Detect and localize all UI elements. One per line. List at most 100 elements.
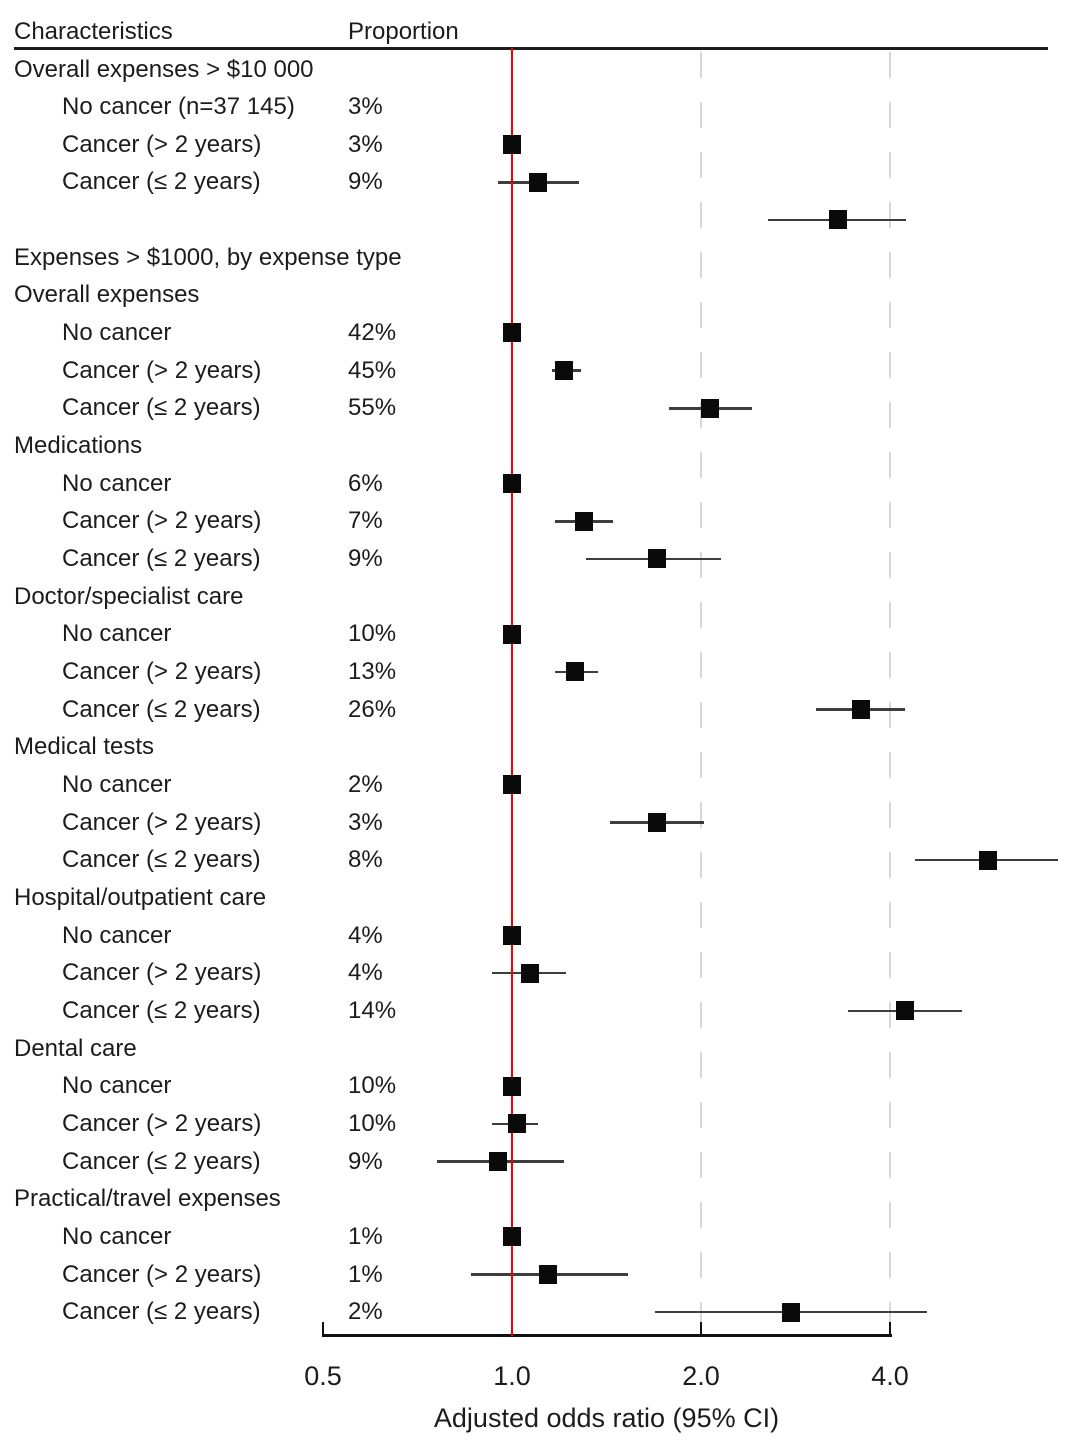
or-marker — [503, 1227, 521, 1247]
or-marker — [554, 361, 573, 381]
or-marker — [829, 210, 848, 230]
row-label: Cancer (≤ 2 years) — [62, 1298, 261, 1326]
table-row: Cancer (≤ 2 years) 26% — [0, 691, 1080, 729]
row-label: Cancer (> 2 years) — [62, 1260, 262, 1288]
table-row: Cancer (≤ 2 years) 2% — [0, 1293, 1080, 1331]
row-proportion: 7% — [348, 507, 383, 535]
table-row: Overall expenses > $10 000 — [0, 51, 1080, 89]
table-row: Cancer (≤ 2 years) 55% — [0, 389, 1080, 427]
table-row: No cancer 10% — [0, 1067, 1080, 1105]
x-axis-tick-label: 0.5 — [304, 1361, 342, 1391]
row-proportion: 3% — [348, 130, 383, 158]
row-label: No cancer — [62, 771, 172, 799]
row-proportion: 4% — [348, 921, 383, 949]
or-marker — [503, 624, 521, 644]
row-label: No cancer — [62, 620, 172, 648]
row-proportion: 42% — [348, 319, 397, 347]
row-label: Hospital/outpatient care — [14, 884, 267, 912]
row-proportion: 3% — [348, 93, 383, 121]
table-row: No cancer 6% — [0, 465, 1080, 503]
table-row: Cancer (> 2 years) 13% — [0, 653, 1080, 691]
row-label: Cancer (≤ 2 years) — [62, 695, 261, 723]
row-proportion: 10% — [348, 1109, 397, 1137]
row-label: Cancer (> 2 years) — [62, 808, 262, 836]
table-row: Cancer (≤ 2 years) 8% — [0, 841, 1080, 879]
table-row: Doctor/specialist care — [0, 578, 1080, 616]
table-row: Cancer (> 2 years) 1% — [0, 1256, 1080, 1294]
dashed-gridline — [699, 52, 703, 1333]
column-header-proportion: Proportion — [348, 18, 459, 45]
or-marker — [489, 1151, 507, 1171]
row-label: Practical/travel expenses — [14, 1185, 281, 1213]
or-marker — [895, 1001, 914, 1021]
reference-line — [510, 48, 514, 1336]
row-label: Cancer (> 2 years) — [62, 959, 262, 987]
table-row: Overall expenses — [0, 276, 1080, 314]
or-marker — [503, 323, 521, 343]
or-marker — [503, 474, 521, 494]
table-row: Cancer (> 2 years) 10% — [0, 1105, 1080, 1143]
table-row: Cancer (≤ 2 years) 9% — [0, 163, 1080, 201]
table-row: Cancer (> 2 years) 3% — [0, 804, 1080, 842]
table-row: Hospital/outpatient care — [0, 879, 1080, 917]
row-proportion: 26% — [348, 695, 397, 723]
row-label: Cancer (≤ 2 years) — [62, 846, 261, 874]
row-proportion: 45% — [348, 356, 397, 384]
table-row: No cancer 1% — [0, 1218, 1080, 1256]
row-proportion: 14% — [348, 997, 397, 1024]
row-label: No cancer — [62, 319, 172, 347]
table-row: No cancer 4% — [0, 917, 1080, 955]
row-proportion: 2% — [348, 771, 383, 799]
x-axis-tick-label: 1.0 — [493, 1361, 531, 1391]
row-label: Overall expenses — [14, 281, 200, 309]
x-axis-tick-label: 2.0 — [682, 1361, 720, 1391]
or-marker — [503, 925, 521, 945]
table-row: Medical tests — [0, 728, 1080, 766]
row-proportion: 1% — [348, 1222, 383, 1250]
row-proportion: 9% — [348, 168, 383, 196]
row-label: Doctor/specialist care — [14, 582, 244, 610]
or-marker — [528, 172, 547, 192]
row-proportion: 9% — [348, 1147, 383, 1175]
row-label: Medical tests — [14, 733, 155, 761]
table-row: Expenses > $1000, by expense type — [0, 239, 1080, 277]
row-proportion: 9% — [348, 545, 383, 573]
row-proportion: 8% — [348, 846, 383, 874]
row-label: Cancer (≤ 2 years) — [62, 997, 261, 1024]
or-marker — [574, 511, 593, 531]
row-proportion: 2% — [348, 1298, 383, 1326]
header-rule — [14, 47, 1048, 50]
table-row: Cancer (≤ 2 years) 9% — [0, 1143, 1080, 1181]
or-marker — [781, 1302, 800, 1322]
row-proportion: 10% — [348, 1072, 397, 1100]
or-marker — [508, 1114, 527, 1134]
row-label: Cancer (≤ 2 years) — [62, 394, 261, 422]
table-row: Cancer (≤ 2 years) 14% — [0, 992, 1080, 1030]
row-label: No cancer — [62, 469, 172, 497]
row-label: Cancer (≤ 2 years) — [62, 1147, 261, 1175]
or-marker — [566, 662, 585, 682]
or-marker — [503, 775, 521, 795]
table-row: Medications — [0, 427, 1080, 465]
row-label: Dental care — [14, 1034, 137, 1062]
table-row: Cancer (> 2 years) 45% — [0, 352, 1080, 390]
x-axis-line — [321, 1334, 892, 1337]
or-marker — [521, 963, 540, 983]
row-label: Medications — [14, 432, 143, 460]
row-proportion: 4% — [348, 959, 383, 987]
row-proportion: 55% — [348, 394, 397, 422]
table-row: Cancer (≤ 2 years) 9% — [0, 540, 1080, 578]
or-marker — [503, 135, 521, 155]
row-label: Cancer (≤ 2 years) — [62, 168, 261, 196]
or-marker — [503, 1076, 521, 1096]
or-marker — [701, 398, 720, 418]
row-proportion: 6% — [348, 469, 383, 497]
x-axis-title: Adjusted odds ratio (95% CI) — [433, 1403, 780, 1433]
row-proportion: 13% — [348, 658, 397, 686]
row-label: No cancer (n=37 145) — [62, 93, 295, 121]
or-marker — [852, 700, 871, 720]
table-row: No cancer 10% — [0, 615, 1080, 653]
x-axis-tick — [321, 1322, 325, 1336]
table-row: Practical/travel expenses — [0, 1180, 1080, 1218]
